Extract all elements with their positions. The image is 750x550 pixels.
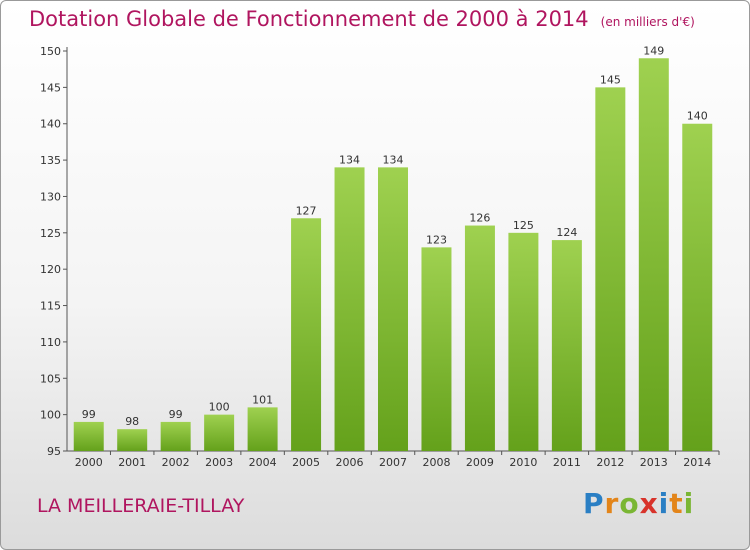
x-tick-label: 2014 (683, 456, 711, 469)
value-labels: 99 98 99 100 101 127 134 134 123 126 125 124 145 149 1… (82, 44, 708, 428)
data-label: 123 (426, 233, 447, 246)
bar (421, 247, 452, 451)
bar (638, 58, 669, 451)
x-tick-label: 2000 (75, 456, 103, 469)
bar (160, 421, 191, 451)
data-label: 134 (383, 153, 404, 166)
bar (247, 407, 278, 451)
x-tick-label: 2013 (640, 456, 668, 469)
logo-letter: i (658, 487, 670, 520)
y-tick-label: 95 (47, 445, 61, 458)
bar (204, 414, 235, 451)
x-tick-label: 2001 (118, 456, 146, 469)
data-label: 140 (687, 110, 708, 123)
unit-note: (en milliers d'€) (600, 15, 695, 29)
bar (378, 167, 408, 451)
proxiti-logo: Proxiti (583, 487, 694, 520)
y-tick-label: 115 (40, 300, 61, 313)
bar (508, 232, 539, 451)
bar (464, 225, 495, 451)
logo-letter: x (639, 487, 659, 520)
x-tick-label: 2008 (422, 456, 450, 469)
x-tick-label: 2010 (509, 456, 537, 469)
data-label: 99 (169, 408, 183, 421)
y-tick-label: 140 (40, 118, 61, 131)
data-label: 99 (82, 408, 96, 421)
x-tick-label: 2009 (466, 456, 494, 469)
data-label: 134 (339, 153, 360, 166)
y-tick-label: 110 (40, 336, 61, 349)
data-label: 124 (556, 226, 577, 239)
x-tick-label: 2004 (249, 456, 277, 469)
x-tick-label: 2002 (162, 456, 190, 469)
y-tick-label: 150 (40, 45, 61, 58)
data-label: 127 (296, 204, 317, 217)
data-label: 145 (600, 73, 621, 86)
logo-letter: i (683, 487, 695, 520)
data-label: 100 (209, 401, 230, 414)
y-tick-label: 135 (40, 154, 61, 167)
logo-letter: o (619, 487, 640, 520)
y-axis: 95 100 105 110 115 120 125 130 135 140 145 150 (40, 45, 68, 458)
x-tick-label: 2007 (379, 456, 407, 469)
data-label: 125 (513, 219, 534, 232)
x-tick-label: 2006 (336, 456, 364, 469)
x-tick-label: 2003 (205, 456, 233, 469)
bar (682, 123, 713, 452)
logo-letter: P (583, 487, 605, 520)
chart-title-text: Dotation Globale de Fonctionnement de 20… (29, 7, 589, 31)
bar (595, 87, 626, 451)
y-tick-label: 105 (40, 372, 61, 385)
x-axis: 2000 2001 2002 2003 2004 2005 2006 2007 2008 2009… (67, 450, 720, 469)
y-tick-label: 125 (40, 227, 61, 240)
commune-name: LA MEILLERAIE-TILLAY (37, 495, 245, 517)
bar (117, 429, 148, 451)
data-label: 98 (125, 415, 139, 428)
data-label: 149 (643, 44, 664, 57)
chart-title: Dotation Globale de Fonctionnement de 20… (29, 7, 695, 31)
x-tick-label: 2005 (292, 456, 320, 469)
data-label: 126 (469, 212, 490, 225)
y-tick-label: 120 (40, 263, 61, 276)
x-tick-label: 2011 (553, 456, 581, 469)
y-tick-label: 130 (40, 190, 61, 203)
y-tick-label: 100 (40, 409, 61, 422)
bar (73, 421, 104, 451)
x-tick-label: 2012 (596, 456, 624, 469)
data-label: 101 (252, 393, 273, 406)
logo-letter: r (604, 487, 620, 520)
logo-letter: t (669, 487, 684, 520)
bar (291, 218, 322, 451)
bar (551, 240, 582, 451)
bars (73, 58, 713, 452)
y-tick-label: 145 (40, 81, 61, 94)
bar (334, 167, 365, 451)
